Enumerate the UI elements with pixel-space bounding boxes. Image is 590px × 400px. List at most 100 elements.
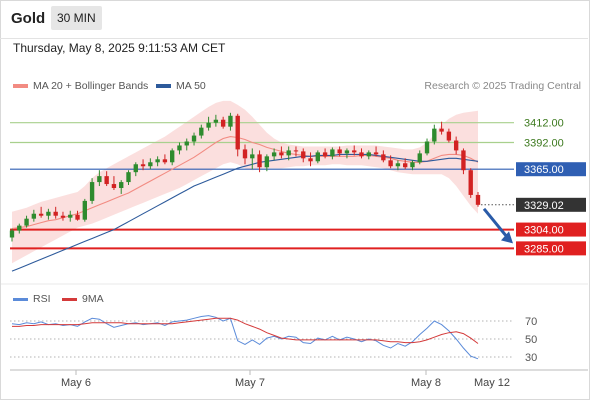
candle (133, 162, 138, 177)
ma50-swatch (156, 84, 171, 88)
instrument-title: Gold (11, 10, 46, 27)
rsi-swatch (13, 297, 28, 301)
candle-body (148, 162, 153, 167)
candle-body (177, 145, 182, 151)
candle (191, 132, 197, 146)
candle-body (220, 119, 226, 127)
candle-body (308, 158, 313, 162)
candle (46, 208, 51, 220)
candle-body (403, 163, 408, 168)
candle (257, 150, 262, 173)
candle-body (315, 152, 320, 162)
level-tag-text: 3329.02 (524, 200, 564, 212)
candle-body (330, 149, 335, 157)
candle-body (242, 149, 248, 159)
candle-body (53, 211, 58, 216)
candle-body (432, 128, 437, 142)
candle (461, 148, 466, 175)
level-label-pivot: 3365.00 (516, 162, 586, 177)
candle-body (446, 131, 452, 141)
candle (366, 150, 371, 160)
time-tick-label: May 6 (61, 377, 91, 389)
candle (286, 146, 291, 161)
candle-body (461, 150, 466, 171)
candle-body (468, 170, 473, 195)
candle (235, 113, 240, 157)
candle-body (111, 184, 117, 189)
candle (170, 148, 175, 166)
time-tick-label: May 8 (411, 377, 441, 389)
rsi-label: RSI (33, 293, 51, 305)
candle-body (359, 152, 364, 157)
projection-arrow-head (501, 231, 513, 244)
candle-body (250, 154, 255, 159)
candle (213, 114, 219, 127)
candle-body (388, 160, 393, 167)
candle (308, 152, 313, 167)
candle-body (119, 182, 124, 189)
candle (388, 155, 393, 169)
candle (337, 146, 342, 157)
candle-body (75, 214, 80, 220)
candle (432, 124, 437, 145)
candle (155, 156, 160, 167)
candle-body (155, 159, 160, 163)
rsi-ma-label: 9MA (82, 293, 104, 305)
candle-body (46, 211, 51, 216)
ma20-line (11, 136, 479, 230)
candle (250, 148, 255, 170)
candle (177, 142, 182, 155)
candle (140, 159, 146, 171)
candle (60, 211, 66, 221)
ma20-label: MA 20 + Bollinger Bands (33, 80, 149, 92)
candle-body (293, 150, 299, 152)
candle (264, 154, 270, 172)
candle (475, 191, 481, 207)
candle-body (366, 152, 371, 157)
candle-body (235, 115, 240, 150)
candle (162, 154, 168, 165)
candle-body (264, 156, 270, 168)
candle-body (162, 159, 168, 163)
legend-rsi-ma: 9MA (62, 293, 104, 305)
candle-body (89, 182, 95, 201)
projection-arrow-shaft (482, 207, 511, 241)
level-tag-text: 3365.00 (524, 164, 564, 176)
rsi-ma-line (12, 317, 479, 344)
candle (184, 138, 189, 151)
ma50-label: MA 50 (176, 80, 206, 92)
candle (24, 215, 29, 228)
candle (17, 223, 22, 234)
level-tag-text: 3304.00 (524, 225, 564, 237)
level-tag-bg (516, 241, 586, 256)
candle (344, 148, 350, 159)
rsi-tick-label: 30 (525, 352, 537, 364)
rsi-tick-label: 70 (525, 316, 537, 328)
candle (330, 147, 335, 160)
level-tag-text: 3285.00 (524, 243, 564, 255)
candle-body (279, 152, 284, 156)
legend-ma50: MA 50 (156, 80, 206, 92)
level-label-support: 3285.00 (516, 241, 586, 256)
candle-body (381, 154, 386, 161)
candle-body (453, 140, 459, 151)
candle (301, 148, 306, 163)
candle-body (68, 214, 73, 218)
candle (68, 210, 73, 222)
candle-body (475, 194, 481, 205)
research-credit: Research © 2025 Trading Central (424, 80, 581, 92)
level-tag-text: 3412.00 (524, 118, 564, 130)
candle-body (373, 152, 379, 155)
level-tag-bg (516, 162, 586, 177)
candle (381, 150, 386, 163)
interval-button[interactable]: 30 MIN (51, 6, 102, 30)
candle (279, 146, 284, 159)
candle (38, 206, 44, 218)
rsi-ma-swatch (62, 297, 77, 301)
ma50-line (11, 153, 479, 272)
candle (206, 116, 211, 131)
candle-body (271, 152, 277, 157)
candle-body (213, 119, 219, 123)
bollinger-band-area (12, 100, 478, 264)
